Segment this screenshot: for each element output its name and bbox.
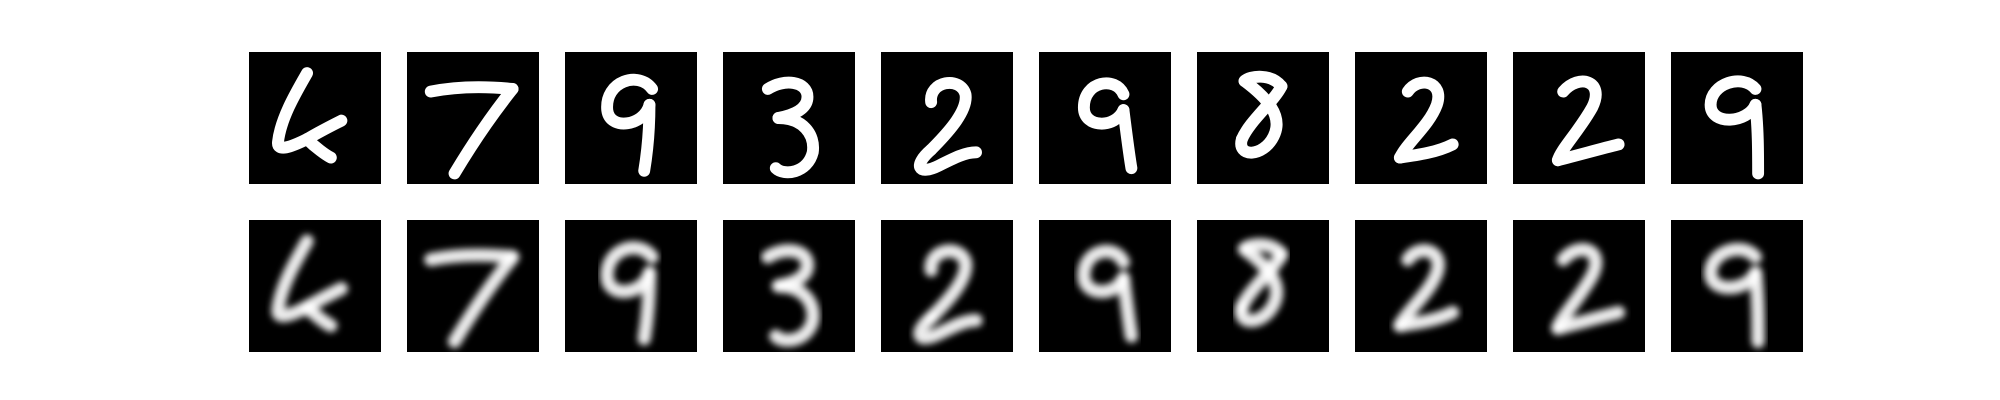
reconstruction-digit-glyph-2 bbox=[424, 248, 520, 349]
original-digit-tile-9 bbox=[1513, 52, 1645, 184]
reconstruction-digit-glyph-5 bbox=[913, 244, 983, 345]
reconstruction-digit-tile-7 bbox=[1197, 220, 1329, 352]
original-digit-tile-1 bbox=[249, 52, 381, 184]
original-digit-glyph-5 bbox=[914, 77, 982, 176]
reconstruction-digit-tile-5 bbox=[881, 220, 1013, 352]
original-digit-tile-5 bbox=[881, 52, 1013, 184]
original-digit-tile-7 bbox=[1197, 52, 1329, 184]
original-digit-glyph-10 bbox=[1704, 75, 1765, 180]
original-digit-glyph-6 bbox=[1077, 77, 1138, 175]
original-digit-glyph-7 bbox=[1235, 70, 1288, 159]
reconstruction-digit-glyph-7 bbox=[1234, 238, 1289, 328]
original-digit-tile-2 bbox=[407, 52, 539, 184]
reconstruction-digit-tile-1 bbox=[249, 220, 381, 352]
original-digit-glyph-9 bbox=[1551, 75, 1625, 167]
original-digit-tile-4 bbox=[723, 52, 855, 184]
original-digit-tile-8 bbox=[1355, 52, 1487, 184]
original-digit-glyph-2 bbox=[424, 81, 519, 180]
reconstruction-digit-glyph-10 bbox=[1704, 242, 1765, 349]
reconstruction-digit-tile-10 bbox=[1671, 220, 1803, 352]
reconstruction-digit-tile-3 bbox=[565, 220, 697, 352]
reconstruction-digit-glyph-8 bbox=[1393, 244, 1460, 333]
reconstruction-digit-glyph-9 bbox=[1551, 242, 1626, 335]
original-digit-glyph-1 bbox=[272, 67, 348, 164]
original-digit-tile-3 bbox=[565, 52, 697, 184]
reconstruction-digit-tile-4 bbox=[723, 220, 855, 352]
original-digit-tile-10 bbox=[1671, 52, 1803, 184]
reconstruction-digit-tile-8 bbox=[1355, 220, 1487, 352]
original-digit-glyph-3 bbox=[601, 73, 659, 177]
reconstruction-digit-tile-6 bbox=[1039, 220, 1171, 352]
reconstruction-digit-glyph-4 bbox=[761, 244, 820, 347]
reconstruction-digit-tile-2 bbox=[407, 220, 539, 352]
reconstruction-digit-tile-9 bbox=[1513, 220, 1645, 352]
original-digit-glyph-8 bbox=[1393, 76, 1459, 164]
original-digit-tile-6 bbox=[1039, 52, 1171, 184]
reconstruction-digit-glyph-1 bbox=[271, 234, 348, 333]
original-digit-glyph-4 bbox=[761, 76, 819, 179]
reconstruction-digit-glyph-3 bbox=[600, 241, 659, 346]
reconstruction-digit-glyph-6 bbox=[1077, 244, 1138, 343]
